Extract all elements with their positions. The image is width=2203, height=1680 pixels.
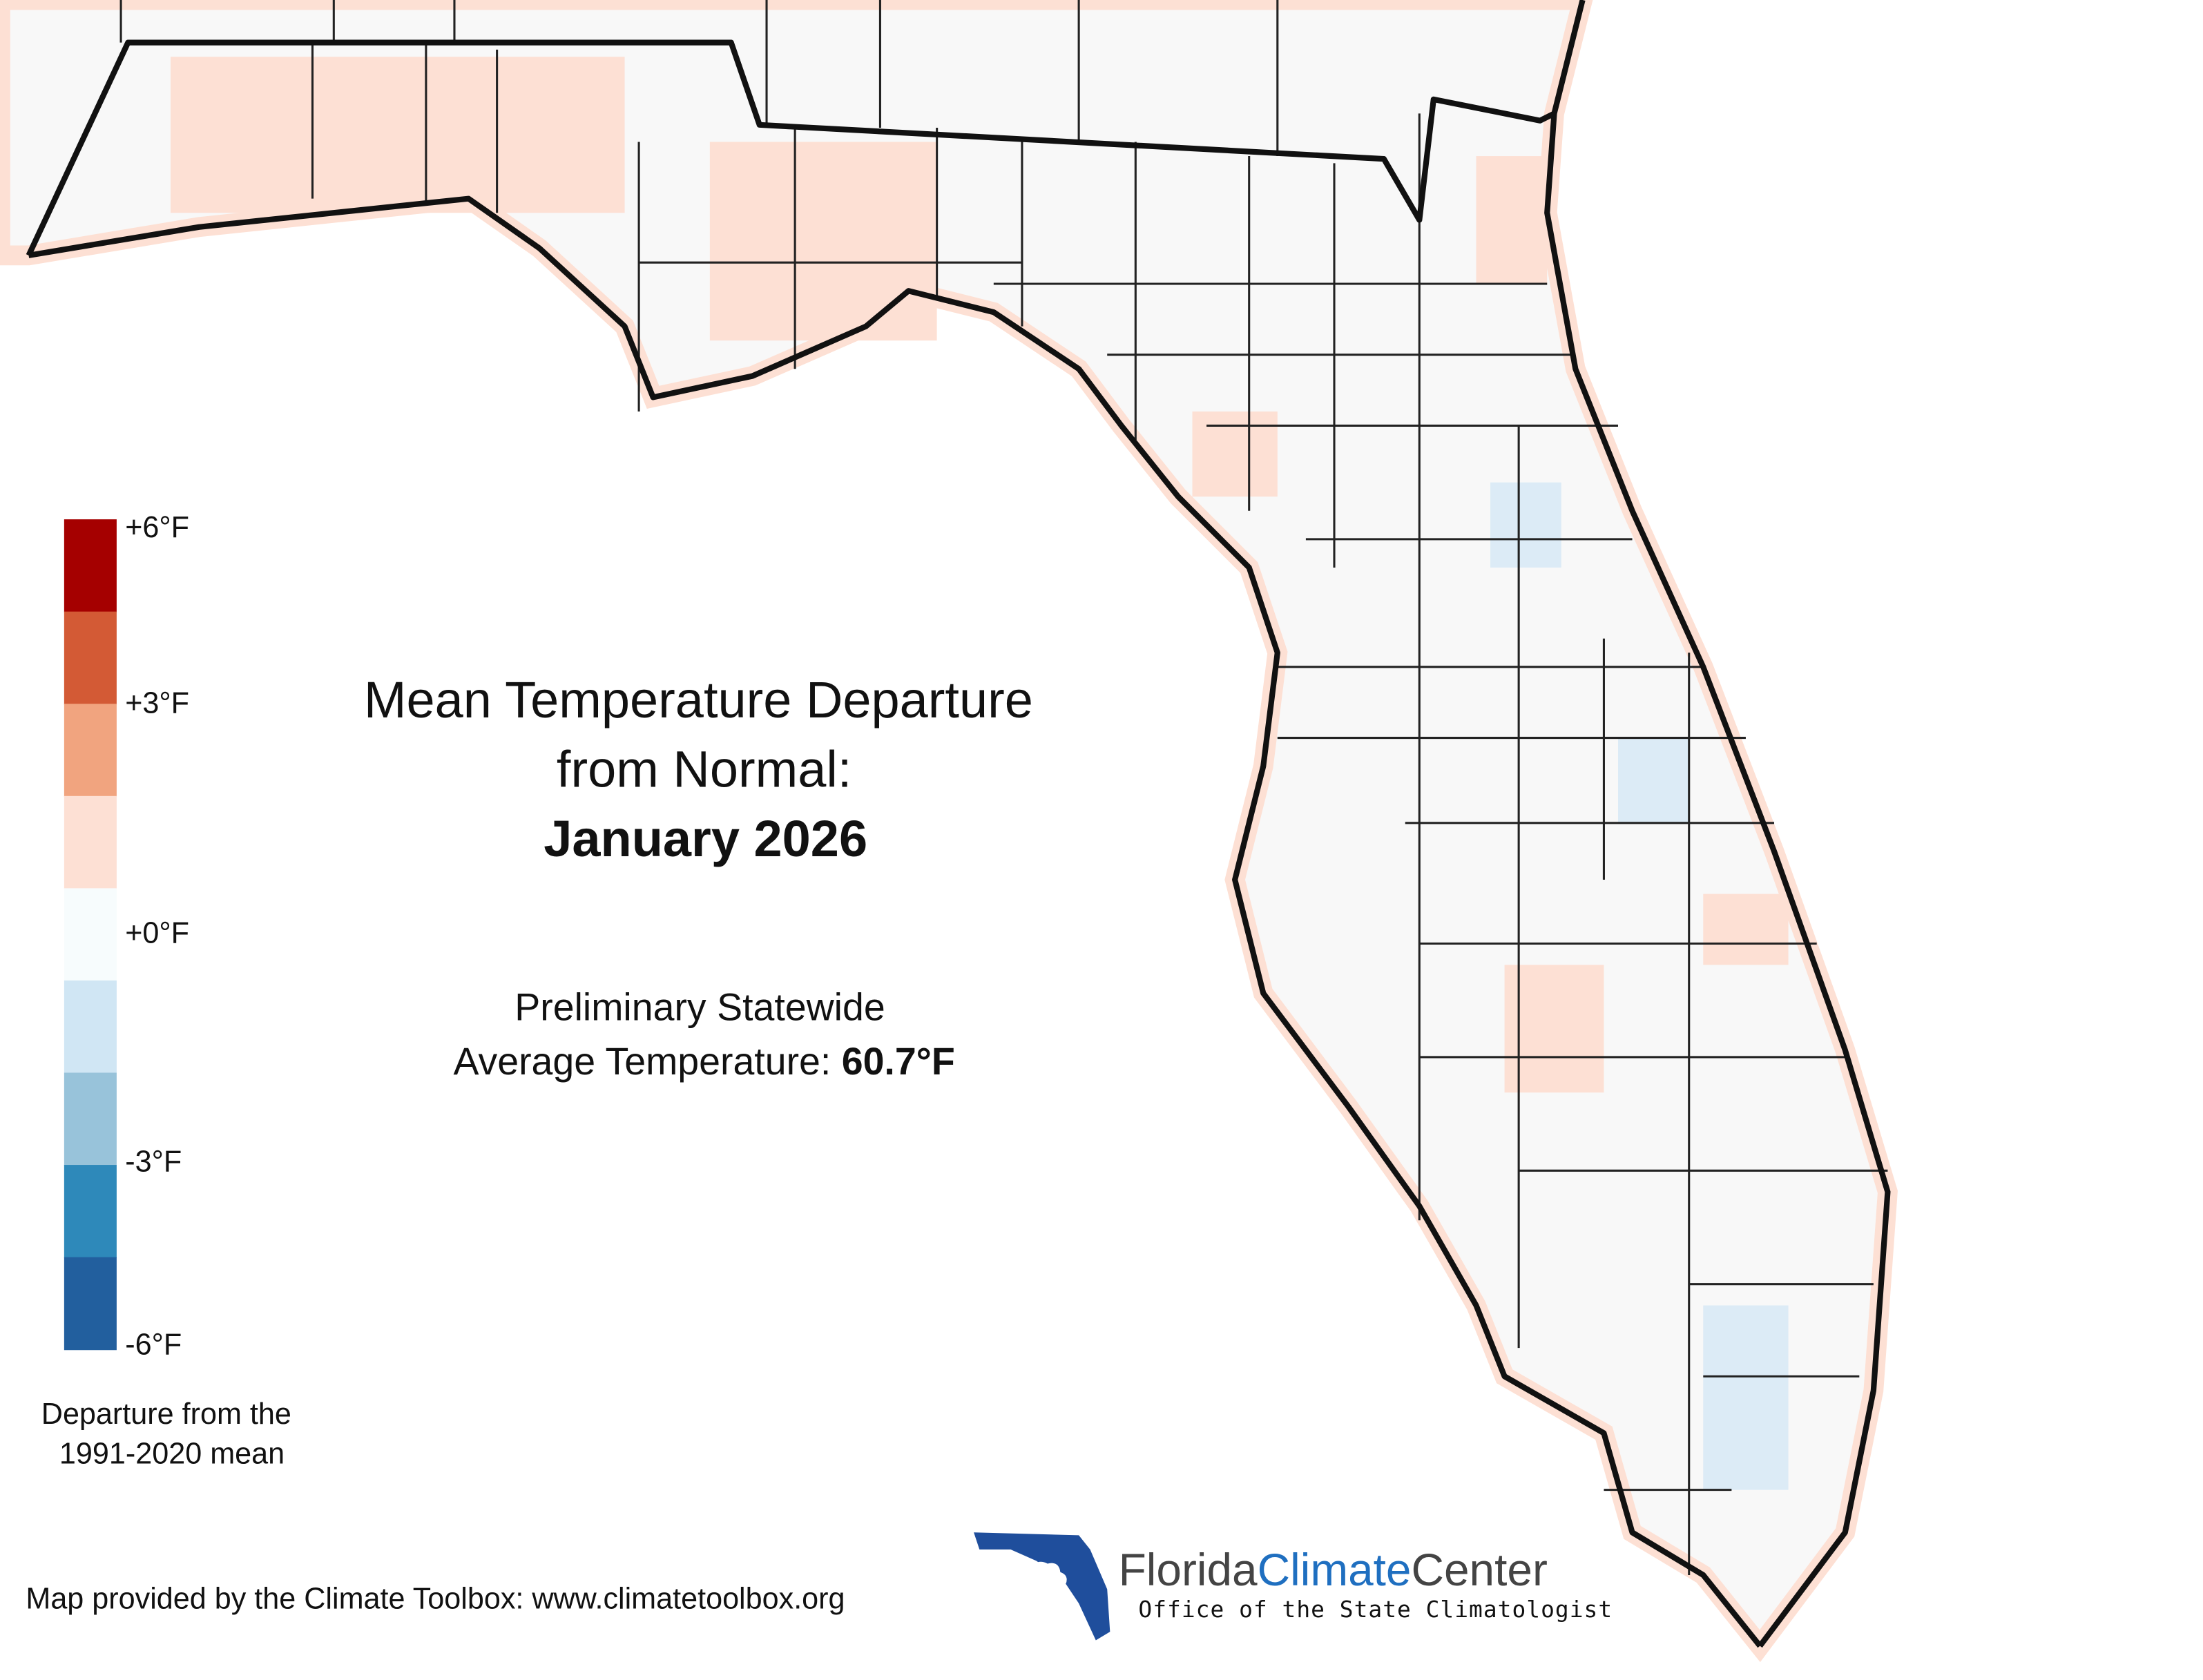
- subtitle: Preliminary Statewide: [514, 986, 885, 1029]
- logo-name: FloridaClimateCenter: [1119, 1544, 1548, 1595]
- average-value: 60.7°F: [842, 1040, 955, 1083]
- legend-swatch: [64, 1165, 117, 1258]
- legend-caption: 1991-2020 mean: [59, 1438, 285, 1471]
- legend-swatch: [64, 888, 117, 981]
- legend-label: +0°F: [125, 917, 189, 950]
- legend-caption: Departure from the: [41, 1398, 291, 1431]
- logo-word: Center: [1412, 1544, 1548, 1595]
- legend-swatch: [64, 519, 117, 612]
- logo-cloud: [1013, 1561, 1067, 1584]
- legend-label: -6°F: [125, 1329, 182, 1362]
- logo-word: Climate: [1258, 1544, 1412, 1595]
- legend-swatch: [64, 611, 117, 705]
- legend-label: +6°F: [125, 511, 189, 544]
- logo-word: Florida: [1119, 1544, 1258, 1595]
- legend-swatch: [64, 704, 117, 797]
- warm-anomaly: [170, 57, 1789, 1093]
- legend: +6°F +3°F +0°F -3°F -6°F: [64, 511, 189, 1362]
- credit: Map provided by the Climate Toolbox: www…: [26, 1582, 845, 1615]
- legend-swatch: [64, 795, 117, 889]
- title-date: January 2026: [543, 810, 867, 867]
- logo-tagline: Office of the State Climatologist: [1138, 1596, 1613, 1623]
- legend-swatch: [64, 1257, 117, 1351]
- legend-label: +3°F: [125, 687, 189, 720]
- legend-label: -3°F: [125, 1145, 182, 1178]
- cool-anomaly: [1490, 482, 1789, 1490]
- county-lines: [119, 0, 1888, 1575]
- title-line: from Normal:: [557, 740, 852, 798]
- legend-swatch: [64, 1072, 117, 1166]
- average-label: Average Temperature:: [453, 1040, 831, 1083]
- title-line: Mean Temperature Departure: [364, 671, 1033, 728]
- logo-icon: [974, 1532, 1110, 1641]
- average-temperature: Average Temperature: 60.7°F: [453, 1040, 954, 1083]
- state-boundary: [26, 0, 1891, 1648]
- legend-swatch: [64, 980, 117, 1074]
